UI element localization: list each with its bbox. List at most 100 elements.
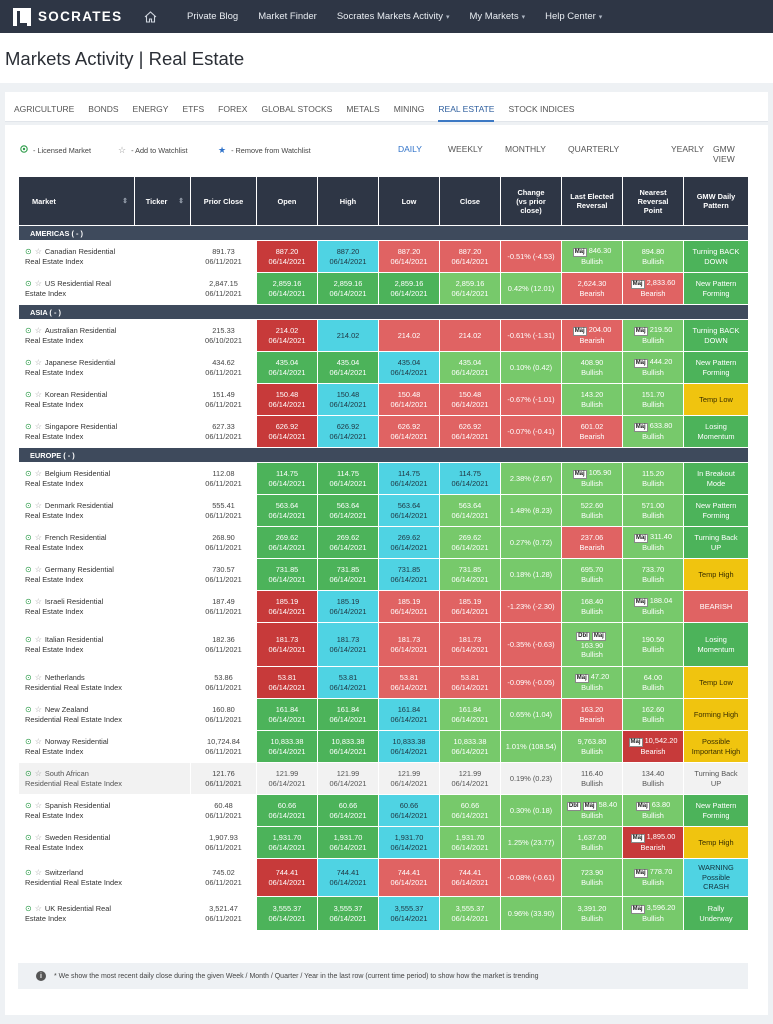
- market-name-line2[interactable]: Estate Index: [25, 288, 67, 298]
- add-watchlist-icon[interactable]: ☆: [34, 635, 42, 644]
- add-watchlist-icon[interactable]: ☆: [34, 565, 42, 574]
- table-row[interactable]: ⊙ ☆ Switzerland Residential Real Estate Ind…: [18, 858, 749, 897]
- table-row[interactable]: ⊙ ☆ French Residential Real Estate Index 268…: [18, 526, 749, 559]
- market-name-cell[interactable]: ⊙ ☆ Korean Residential Real Estate Index: [18, 383, 191, 416]
- market-name-cell[interactable]: ⊙ ☆ Germany Residential Real Estate Index: [18, 558, 191, 591]
- market-name-line2[interactable]: Residential Real Estate Index: [25, 714, 122, 724]
- add-watchlist-icon[interactable]: ☆: [34, 422, 42, 431]
- nav-item[interactable]: Help Center ▾: [545, 11, 602, 22]
- add-watchlist-icon[interactable]: ☆: [34, 358, 42, 367]
- col-ticker[interactable]: Ticker ⇕: [134, 176, 191, 226]
- tab-stock-indices[interactable]: STOCK INDICES: [508, 104, 575, 114]
- market-name-line2[interactable]: Real Estate Index: [25, 431, 84, 441]
- col-gmw-pattern[interactable]: GMW Daily Pattern: [683, 176, 749, 226]
- table-row[interactable]: ⊙ ☆ Netherlands Residential Real Estate Ind…: [18, 666, 749, 699]
- add-watchlist-icon[interactable]: ☆: [34, 673, 42, 682]
- tab-metals[interactable]: METALS: [346, 104, 380, 114]
- market-name-line1[interactable]: Spanish Residential: [44, 801, 111, 810]
- market-name-cell[interactable]: ⊙ ☆ UK Residential Real Estate Index: [18, 896, 191, 931]
- table-row[interactable]: ⊙ ☆ UK Residential Real Estate Index 3,521.4…: [18, 896, 749, 931]
- add-watchlist-icon[interactable]: ☆: [34, 533, 42, 542]
- col-prior-close[interactable]: Prior Close: [190, 176, 257, 226]
- region-header[interactable]: EUROPE ( - ): [18, 447, 749, 463]
- add-watchlist-icon[interactable]: ☆: [34, 737, 42, 746]
- market-name-cell[interactable]: ⊙ ☆ Sweden Residential Real Estate Index: [18, 826, 191, 859]
- sort-icon[interactable]: ⇕: [178, 197, 184, 205]
- col-open[interactable]: Open: [256, 176, 318, 226]
- nav-item[interactable]: Socrates Markets Activity ▾: [337, 11, 450, 22]
- table-row[interactable]: ⊙ ☆ South African Residential Real Estate I…: [18, 762, 749, 795]
- tab-energy[interactable]: ENERGY: [132, 104, 169, 114]
- col-high[interactable]: High: [317, 176, 379, 226]
- period-daily[interactable]: DAILY: [398, 144, 422, 154]
- market-name-cell[interactable]: ⊙ ☆ Canadian Residential Real Estate Index: [18, 240, 191, 273]
- market-name-line2[interactable]: Real Estate Index: [25, 367, 84, 377]
- col-change[interactable]: Change (vs prior close): [500, 176, 562, 226]
- market-name-cell[interactable]: ⊙ ☆ New Zealand Residential Real Estate Ind…: [18, 698, 191, 731]
- socrates-logo[interactable]: SOCRATES: [13, 7, 133, 26]
- market-name-cell[interactable]: ⊙ ☆ Switzerland Residential Real Estate Ind…: [18, 858, 191, 897]
- market-name-line1[interactable]: Singapore Residential: [44, 422, 118, 431]
- add-watchlist-icon[interactable]: ☆: [34, 597, 42, 606]
- add-watchlist-icon[interactable]: ☆: [34, 868, 42, 877]
- market-name-cell[interactable]: ⊙ ☆ Australian Residential Real Estate Inde…: [18, 319, 191, 352]
- col-close[interactable]: Close: [439, 176, 501, 226]
- home-icon[interactable]: [143, 10, 157, 24]
- market-name-line2[interactable]: Residential Real Estate Index: [25, 877, 122, 887]
- market-name-line1[interactable]: Germany Residential: [44, 565, 114, 574]
- market-name-line1[interactable]: Australian Residential: [44, 326, 117, 335]
- market-name-cell[interactable]: ⊙ ☆ Spanish Residential Real Estate Index: [18, 794, 191, 827]
- col-low[interactable]: Low: [378, 176, 440, 226]
- market-name-line1[interactable]: New Zealand: [44, 705, 89, 714]
- table-row[interactable]: ⊙ ☆ Australian Residential Real Estate Inde…: [18, 319, 749, 352]
- market-name-cell[interactable]: ⊙ ☆ Netherlands Residential Real Estate Ind…: [18, 666, 191, 699]
- market-name-line1[interactable]: Canadian Residential: [44, 247, 116, 256]
- market-name-line1[interactable]: French Residential: [44, 533, 107, 542]
- table-row[interactable]: ⊙ ☆ Norway Residential Real Estate Index 10,…: [18, 730, 749, 763]
- table-row[interactable]: ⊙ ☆ Israeli Residential Real Estate Index 18…: [18, 590, 749, 623]
- table-row[interactable]: ⊙ ☆ Japanese Residential Real Estate Index 4…: [18, 351, 749, 384]
- market-name-line2[interactable]: Residential Real Estate Index: [25, 778, 122, 788]
- market-name-cell[interactable]: ⊙ ☆ Japanese Residential Real Estate Index: [18, 351, 191, 384]
- market-name-cell[interactable]: ⊙ ☆ Israeli Residential Real Estate Index: [18, 590, 191, 623]
- tab-mining[interactable]: MINING: [393, 104, 425, 114]
- market-name-line2[interactable]: Real Estate Index: [25, 606, 84, 616]
- add-watchlist-icon[interactable]: ☆: [34, 469, 42, 478]
- region-header[interactable]: AMERICAS ( - ): [18, 225, 749, 241]
- tab-etfs[interactable]: ETFS: [182, 104, 205, 114]
- tab-global-stocks[interactable]: GLOBAL STOCKS: [261, 104, 333, 114]
- market-name-line1[interactable]: Switzerland: [44, 868, 84, 877]
- market-name-cell[interactable]: ⊙ ☆ Denmark Residential Real Estate Index: [18, 494, 191, 527]
- add-watchlist-icon[interactable]: ☆: [34, 904, 42, 913]
- market-name-line1[interactable]: Italian Residential: [44, 635, 104, 644]
- market-name-cell[interactable]: ⊙ ☆ US Residential Real Estate Index: [18, 272, 191, 305]
- period-monthly[interactable]: MONTHLY: [505, 144, 546, 154]
- nav-item[interactable]: My Markets ▾: [469, 11, 525, 22]
- market-name-line2[interactable]: Estate Index: [25, 913, 67, 923]
- table-row[interactable]: ⊙ ☆ Korean Residential Real Estate Index 151…: [18, 383, 749, 416]
- add-watchlist-icon[interactable]: ☆: [34, 390, 42, 399]
- col-nearest-reversal[interactable]: Nearest Reversal Point: [622, 176, 684, 226]
- market-name-line1[interactable]: South African: [44, 769, 89, 778]
- table-row[interactable]: ⊙ ☆ US Residential Real Estate Index 2,847.1…: [18, 272, 749, 305]
- market-name-line2[interactable]: Real Estate Index: [25, 542, 84, 552]
- add-watchlist-icon[interactable]: ☆: [34, 279, 42, 288]
- market-name-line2[interactable]: Real Estate Index: [25, 335, 84, 345]
- market-name-line2[interactable]: Real Estate Index: [25, 574, 84, 584]
- market-name-line1[interactable]: Sweden Residential: [44, 833, 111, 842]
- market-name-line1[interactable]: Belgium Residential: [44, 469, 111, 478]
- add-watchlist-icon[interactable]: ☆: [34, 769, 42, 778]
- table-row[interactable]: ⊙ ☆ Denmark Residential Real Estate Index 55…: [18, 494, 749, 527]
- tab-agriculture[interactable]: AGRICULTURE: [14, 104, 75, 114]
- market-name-line2[interactable]: Real Estate Index: [25, 810, 84, 820]
- period-quarterly[interactable]: QUARTERLY: [568, 144, 620, 154]
- nav-item[interactable]: Private Blog: [187, 11, 238, 22]
- market-name-line1[interactable]: Israeli Residential: [44, 597, 104, 606]
- market-name-line1[interactable]: Japanese Residential: [44, 358, 116, 367]
- tab-forex[interactable]: FOREX: [218, 104, 248, 114]
- market-name-line1[interactable]: Norway Residential: [44, 737, 109, 746]
- add-watchlist-icon[interactable]: ☆: [34, 326, 42, 335]
- add-watchlist-icon[interactable]: ☆: [34, 247, 42, 256]
- market-name-line2[interactable]: Real Estate Index: [25, 256, 84, 266]
- table-row[interactable]: ⊙ ☆ Belgium Residential Real Estate Index 11…: [18, 462, 749, 495]
